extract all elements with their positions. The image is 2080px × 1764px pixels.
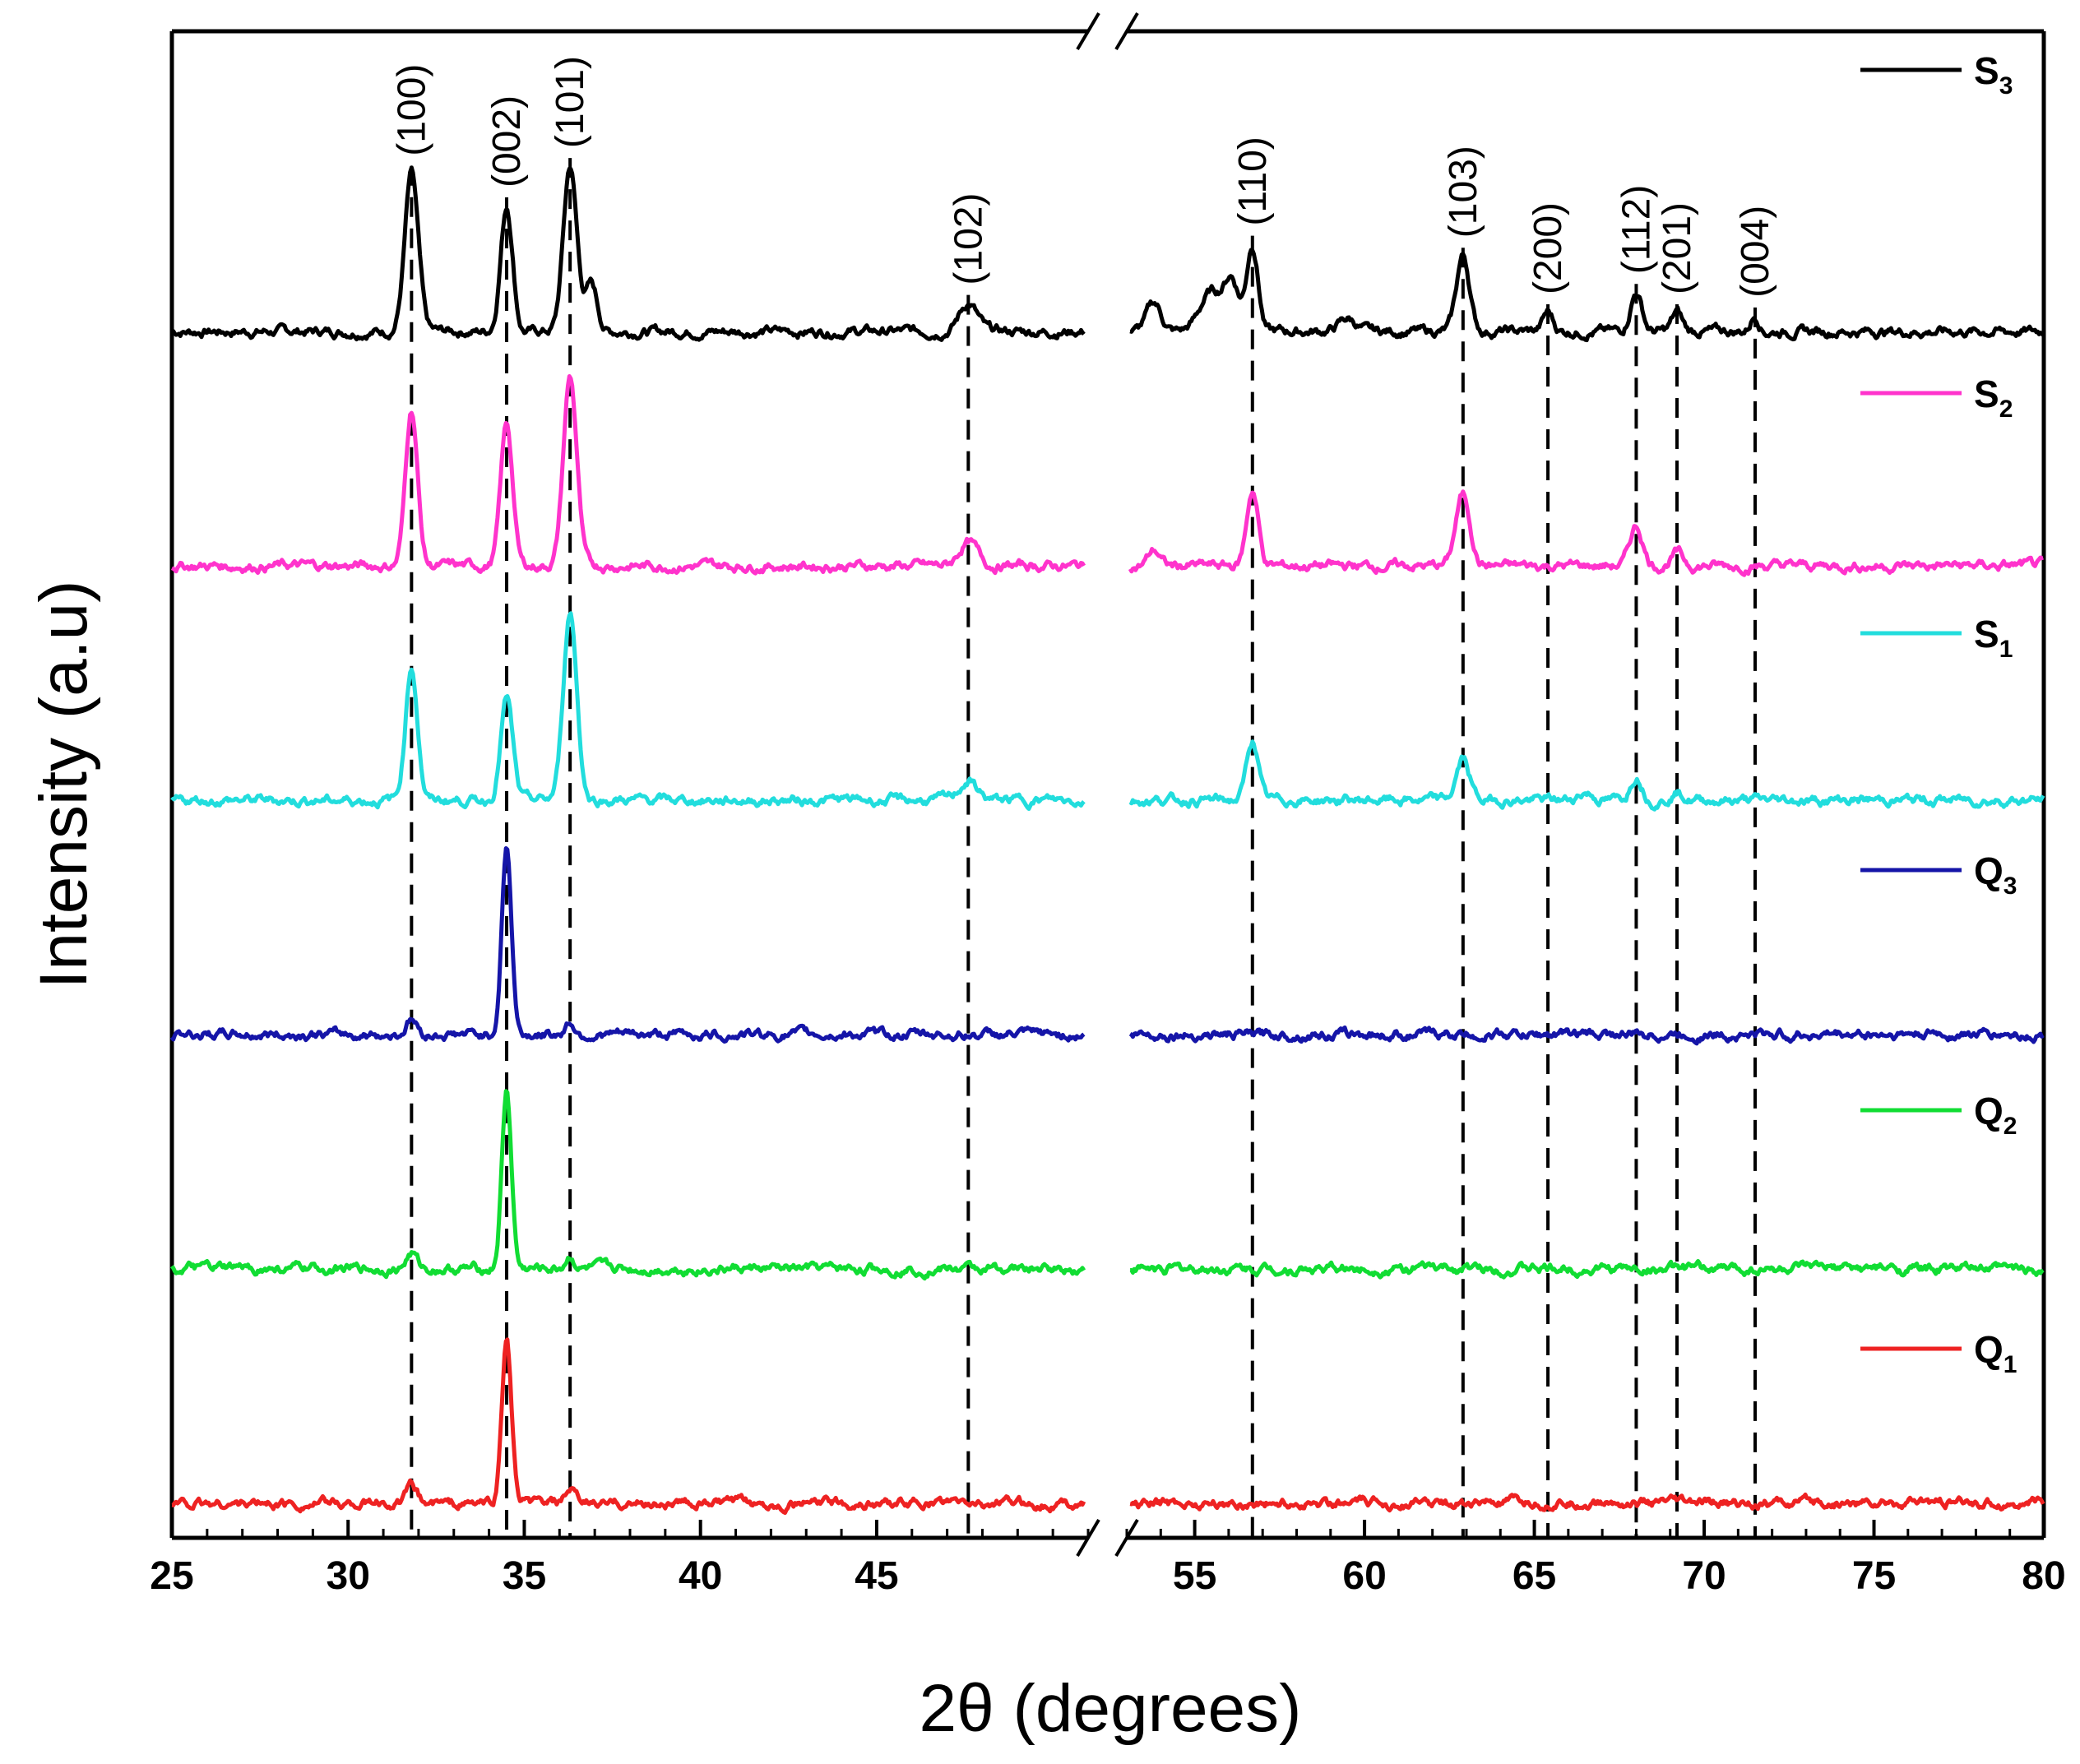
- reference-lines: [410, 158, 1757, 1538]
- legend-label-s3: S3: [1974, 49, 2013, 100]
- series-line-s1-seg2: [1128, 739, 2045, 812]
- legend-label-q3: Q3: [1974, 850, 2017, 900]
- legend-label-s1: S1: [1974, 613, 2013, 663]
- x-axis-ticks: 25 30 35 40 45 55 60 65 70 75 80: [150, 1520, 2066, 1598]
- x-tick-label: 60: [1342, 1554, 1386, 1598]
- series-line-q2-seg1: [169, 1089, 1086, 1281]
- x-tick-label: 45: [855, 1554, 898, 1598]
- series-group: [169, 165, 2045, 1516]
- x-tick-label: 75: [1852, 1554, 1896, 1598]
- hkl-label-002: (002): [485, 95, 529, 188]
- hkl-label-110: (110): [1231, 137, 1275, 226]
- x-tick-label: 65: [1513, 1554, 1556, 1598]
- y-axis-title: Intensity (a.u): [26, 581, 101, 989]
- legend-label-q2: Q2: [1974, 1090, 2017, 1140]
- hkl-label-004: (004): [1734, 206, 1777, 298]
- hkl-labels: (100) (002) (101) (102) (110) (103) (200) (112)…: [390, 56, 1777, 298]
- series-line-s3-seg1: [171, 165, 1086, 342]
- series-line-q1-seg2: [1129, 1492, 2045, 1513]
- x-tick-label: 35: [503, 1554, 546, 1598]
- x-tick-label: 80: [2022, 1554, 2065, 1598]
- hkl-label-101: (101): [549, 56, 592, 148]
- hkl-label-201: (201): [1656, 202, 1699, 294]
- series-line-q2-seg2: [1129, 1259, 2045, 1280]
- x-axis-title: 2θ (degrees): [920, 1671, 1302, 1746]
- x-tick-label: 70: [1682, 1554, 1726, 1598]
- hkl-label-112: (112): [1614, 185, 1658, 275]
- x-tick-label: 25: [150, 1554, 193, 1598]
- series-line-s2-seg2: [1128, 489, 2044, 577]
- hkl-label-102: (102): [947, 193, 990, 285]
- hkl-label-200: (200): [1526, 202, 1570, 294]
- legend-label-q1: Q1: [1974, 1328, 2017, 1378]
- series-line-s1-seg1: [170, 611, 1086, 811]
- x-tick-label: 40: [679, 1554, 722, 1598]
- x-tick-label: 30: [327, 1554, 370, 1598]
- series-line-s3-seg2: [1129, 248, 2045, 343]
- series-line-q3-seg1: [169, 846, 1086, 1044]
- hkl-label-103: (103): [1442, 146, 1485, 238]
- series-line-s2-seg1: [170, 374, 1086, 576]
- legend: S3 S2 S1 Q3 Q2 Q1: [1860, 49, 2017, 1378]
- x-tick-label: 55: [1173, 1554, 1216, 1598]
- legend-label-s2: S2: [1974, 373, 2013, 423]
- hkl-label-100: (100): [390, 64, 433, 156]
- series-line-q1-seg1: [171, 1337, 1086, 1516]
- series-line-q3-seg2: [1128, 1026, 2045, 1046]
